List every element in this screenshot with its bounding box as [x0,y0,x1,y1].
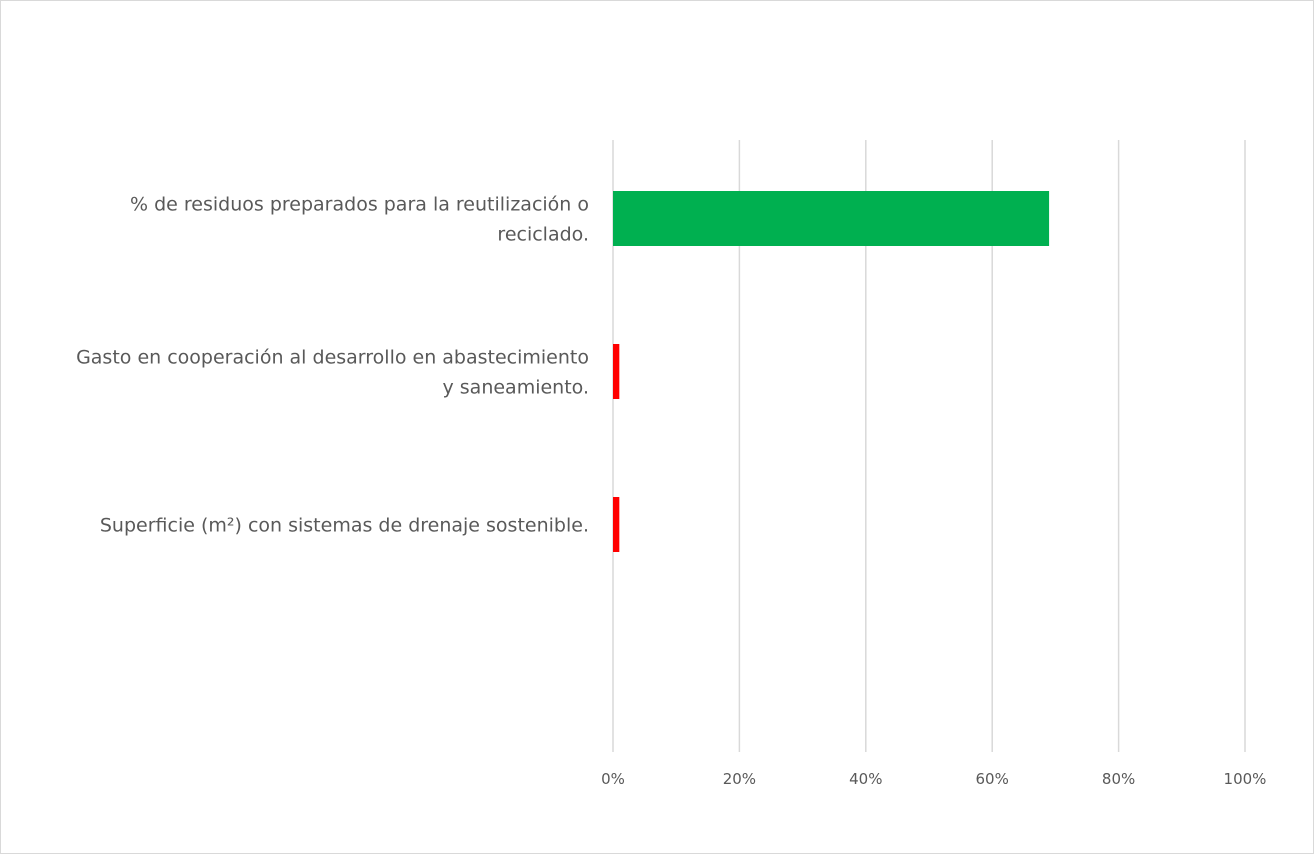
category-label: reciclado. [497,224,589,246]
category-label: y saneamiento. [443,377,590,399]
category-labels: % de residuos preparados para la reutili… [76,194,589,537]
bars [613,191,1050,552]
x-tick-label: 60% [976,770,1009,788]
category-label: Gasto en cooperación al desarrollo en ab… [76,347,589,369]
x-tick-label: 40% [849,770,882,788]
bar [613,344,620,399]
x-axis-tick-labels: 0% 20% 40% 60% 80% 100% [601,770,1266,788]
x-tick-label: 80% [1102,770,1135,788]
x-tick-label: 20% [723,770,756,788]
x-tick-label: 0% [601,770,625,788]
bar [613,497,620,552]
category-label: % de residuos preparados para la reutili… [130,194,589,216]
bar [613,191,1050,246]
category-label: Superficie (m²) con sistemas de drenaje … [100,515,589,537]
x-tick-label: 100% [1224,770,1267,788]
